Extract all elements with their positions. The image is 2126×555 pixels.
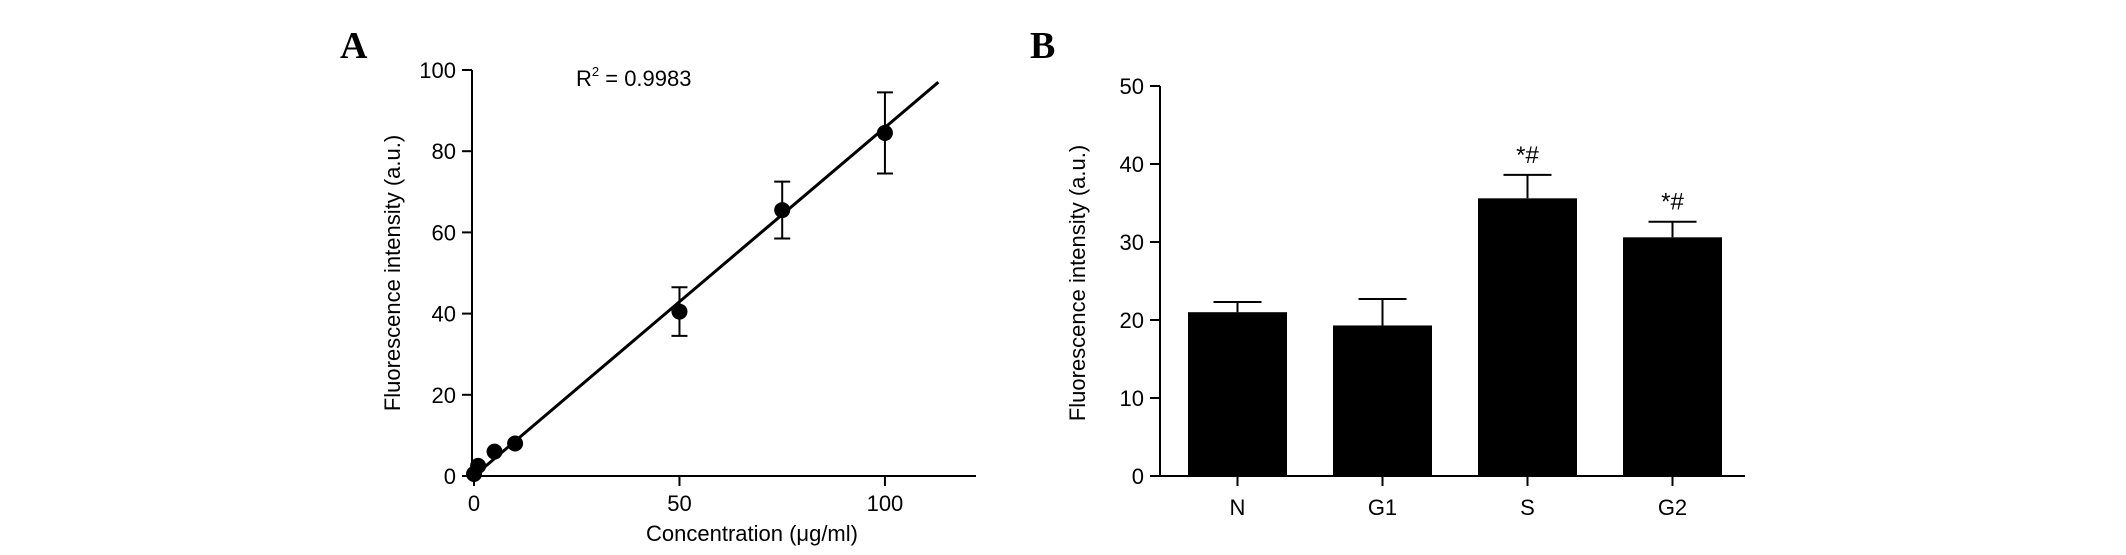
data-point xyxy=(774,202,791,219)
x-tick-label-a: 0 xyxy=(468,491,480,516)
y-tick-label-b: 30 xyxy=(1120,230,1144,255)
x-axis-title-a: Concentration (μg/ml) xyxy=(646,521,858,546)
panel-b: B 0 10 20 30 40 50 N G1 S *# G2 *# Fluorescence in… xyxy=(1030,25,1745,520)
y-axis-title-a: Fluorescence intensity (a.u.) xyxy=(380,135,405,411)
y-tick-label-b: 20 xyxy=(1120,308,1144,333)
scatter-marks-a xyxy=(466,81,940,482)
y-ticks-a: 0 20 40 60 80 100 xyxy=(419,58,472,489)
y-axis-title-b: Fluorescence intensity (a.u.) xyxy=(1065,145,1090,421)
data-point xyxy=(671,303,688,320)
y-tick-label-a: 80 xyxy=(432,139,456,164)
y-tick-label-a: 0 xyxy=(444,464,456,489)
y-ticks-b: 0 10 20 30 40 50 xyxy=(1120,74,1160,489)
y-tick-label-a: 20 xyxy=(432,383,456,408)
r-squared-annotation: R2 = 0.9983 xyxy=(576,64,692,91)
category-label: N xyxy=(1230,495,1246,520)
x-ticks-a: 0 50 100 xyxy=(468,476,903,516)
bar xyxy=(1188,312,1287,476)
bars-b: N G1 S *# G2 *# xyxy=(1188,142,1722,520)
panel-label-a: A xyxy=(340,25,368,67)
y-tick-label-b: 10 xyxy=(1120,386,1144,411)
category-label: G1 xyxy=(1368,495,1397,520)
y-tick-label-b: 50 xyxy=(1120,74,1144,99)
y-tick-label-a: 60 xyxy=(432,220,456,245)
data-point xyxy=(876,124,893,141)
panel-a: A 0 20 40 60 80 100 0 50 100 R2 = 0.9983 Concen… xyxy=(340,25,976,546)
bar xyxy=(1623,237,1722,476)
x-tick-label-a: 50 xyxy=(667,491,691,516)
x-tick-label-a: 100 xyxy=(867,491,904,516)
category-label: G2 xyxy=(1658,495,1687,520)
category-label: S xyxy=(1520,495,1535,520)
data-point xyxy=(486,443,503,460)
data-point xyxy=(507,435,524,452)
significance-marker: *# xyxy=(1661,189,1684,216)
y-tick-label-b: 0 xyxy=(1132,464,1144,489)
y-tick-label-a: 40 xyxy=(432,302,456,327)
bar xyxy=(1478,198,1577,476)
fit-line xyxy=(473,81,940,478)
bar xyxy=(1333,325,1432,476)
significance-marker: *# xyxy=(1516,142,1539,169)
y-tick-label-a: 100 xyxy=(419,58,456,83)
data-point xyxy=(470,457,487,474)
panel-label-b: B xyxy=(1030,25,1055,67)
y-tick-label-b: 40 xyxy=(1120,152,1144,177)
